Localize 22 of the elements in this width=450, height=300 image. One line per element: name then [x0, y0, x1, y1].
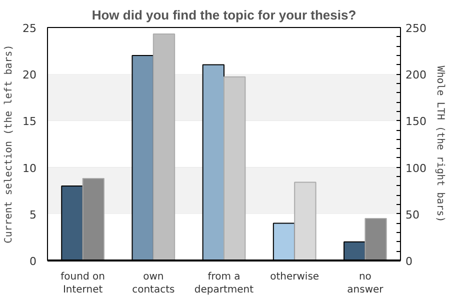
y2-tick-label: 100	[406, 162, 426, 175]
y2-tick-label: 150	[406, 115, 426, 128]
x-tick-label: no answer	[347, 272, 384, 296]
y-tick-label: 0	[30, 255, 36, 268]
y2-axis-title: Whole LTH (the right bars)	[434, 66, 446, 222]
y2-tick-label: 250	[406, 22, 426, 35]
y-tick-label: 10	[22, 162, 37, 175]
x-tick-label: found on Internet	[60, 272, 105, 296]
y2-tick-label: 200	[406, 68, 426, 82]
chart-title: How did you find the topic for your thesis?	[92, 8, 356, 22]
x-tick-label: own contacts	[132, 272, 175, 296]
y-axis-title: Current selection (the left bars)	[4, 44, 15, 244]
bar	[294, 182, 316, 260]
y-tick-label: 15	[22, 115, 37, 128]
x-tick-label: otherwise	[270, 272, 320, 282]
y-tick-label: 20	[22, 68, 37, 82]
y-tick-label: 25	[22, 22, 37, 35]
y2-tick-label: 0	[406, 255, 412, 268]
x-tick-label: from a department	[194, 272, 254, 296]
bar	[364, 218, 387, 260]
y-tick-label: 5	[30, 208, 36, 222]
y2-tick-label: 50	[406, 208, 420, 222]
